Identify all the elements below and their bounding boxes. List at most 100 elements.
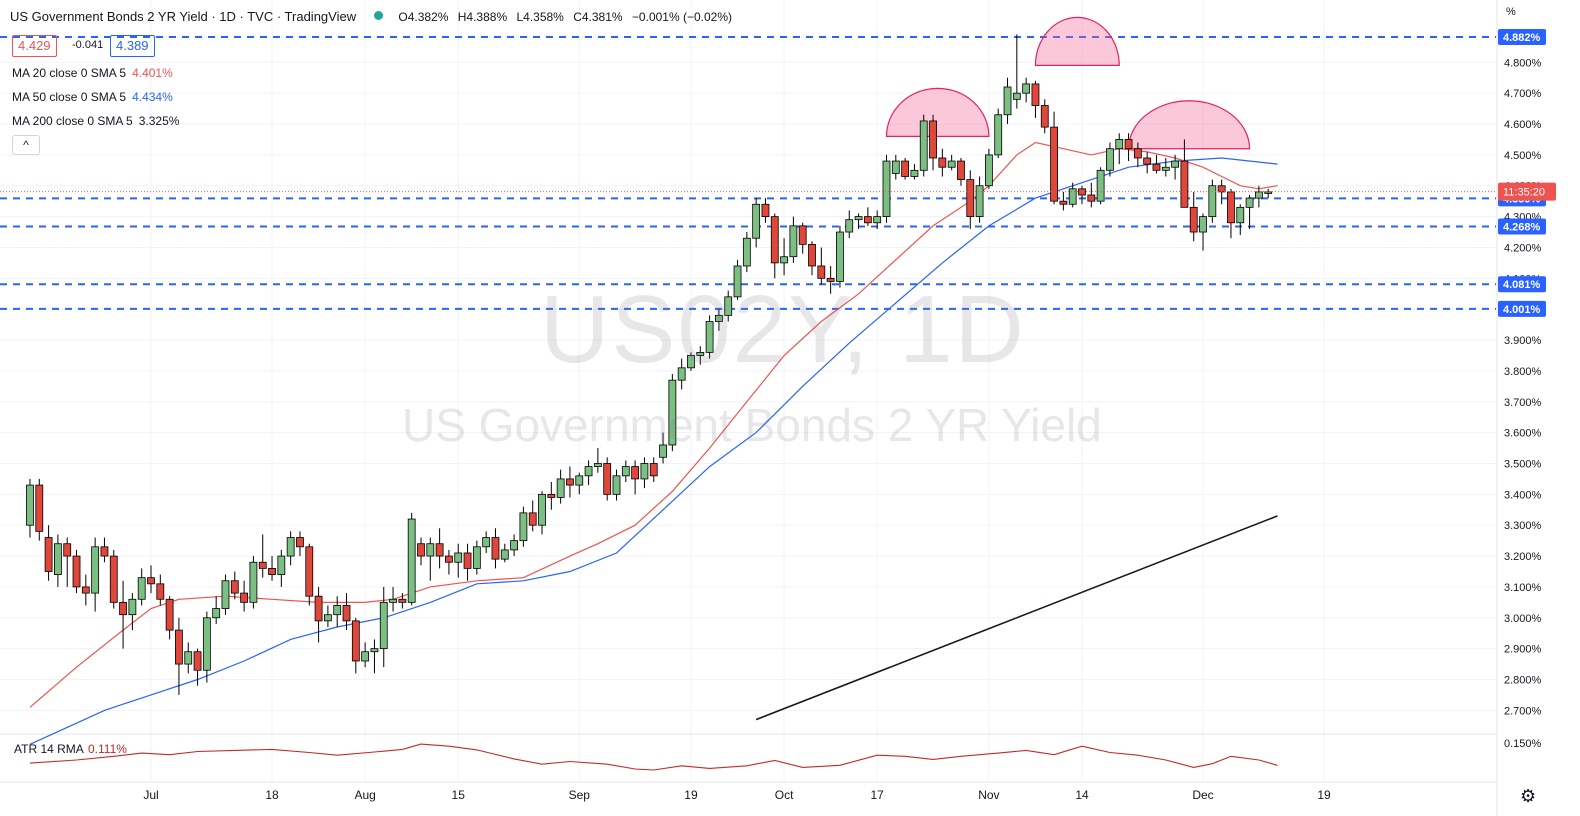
collapse-legend-button[interactable]: ^ — [12, 135, 40, 155]
level-label-box — [1498, 276, 1546, 293]
level-label: 4.882% — [1503, 32, 1541, 44]
candle-body — [1087, 194, 1096, 202]
x-tick-label: Nov — [978, 788, 999, 802]
candle-body — [193, 651, 202, 671]
y-tick-label: 2.900% — [1504, 644, 1542, 656]
sell-price-button[interactable]: 4.429 — [12, 35, 57, 57]
candle-body — [1217, 185, 1226, 193]
study-ma50-value: 4.434% — [132, 90, 173, 104]
level-label: 4.081% — [1503, 279, 1541, 291]
y-tick-label: 4.800% — [1504, 57, 1542, 69]
candle-body — [249, 561, 258, 603]
candle-body — [1133, 148, 1142, 159]
candle-body — [947, 160, 956, 168]
candle-body — [845, 219, 854, 233]
candle-body — [54, 543, 62, 575]
y-tick-label: 3.200% — [1504, 551, 1542, 563]
candle-body — [314, 595, 323, 622]
x-tick-label: Oct — [775, 788, 794, 802]
ma20-line — [29, 141, 1278, 708]
candle-body — [929, 120, 937, 159]
y-tick-label: 3.100% — [1504, 582, 1542, 594]
candle-body — [770, 216, 779, 264]
current-price-label: 11:35:20 — [1503, 187, 1545, 199]
x-tick-label: 14 — [1075, 788, 1089, 802]
candle-body — [836, 231, 844, 282]
candle-body — [184, 651, 193, 665]
candle-body — [584, 466, 593, 477]
price-axis — [1497, 0, 1580, 816]
y-tick-label: 3.400% — [1504, 489, 1542, 501]
candle-body — [985, 154, 993, 187]
candle-body — [305, 546, 314, 597]
candle-body — [556, 478, 565, 498]
candle-body — [891, 160, 900, 174]
gear-icon[interactable]: ⚙ — [1520, 786, 1537, 806]
x-tick-label: Sep — [569, 788, 591, 802]
candle-body — [72, 555, 81, 588]
candle-body — [1106, 148, 1114, 171]
candle-body — [901, 160, 910, 177]
candle-body — [417, 543, 425, 557]
chart-header: US Government Bonds 2 YR Yield · 1D · TV… — [10, 9, 738, 24]
study-ma50-label: MA 50 close 0 SMA 5 — [12, 90, 127, 104]
candle-body — [808, 243, 816, 267]
candle-body — [1171, 160, 1179, 168]
y-tick-label: 2.700% — [1504, 705, 1542, 717]
study-ma20[interactable]: MA 20 close 0 SMA 5 4.401% — [12, 66, 173, 80]
candle-body — [975, 185, 984, 218]
candle-body — [1227, 191, 1235, 224]
ohlc-close-key: C — [573, 10, 582, 24]
x-tick-label: 17 — [871, 788, 885, 802]
candle-body — [528, 512, 537, 526]
ohlc-low: 4.358% — [523, 10, 564, 24]
candle-body — [621, 466, 630, 477]
ohlc-change: −0.001% (−0.02%) — [631, 10, 732, 24]
ma200-line — [755, 515, 1278, 721]
y-tick-label: 4.500% — [1504, 150, 1542, 162]
candle-body — [593, 463, 602, 467]
level-label-box — [1498, 218, 1546, 235]
candle-body — [1012, 92, 1021, 100]
y-tick-label: 3.300% — [1504, 520, 1542, 532]
candle-body — [1245, 197, 1254, 208]
candle-body — [128, 598, 137, 616]
candle-body — [1264, 191, 1273, 194]
candle-body — [258, 561, 267, 569]
ohlc-open: 4.382% — [407, 10, 449, 24]
y-tick-label: 3.600% — [1504, 428, 1542, 440]
candle-body — [882, 160, 891, 218]
candle-body — [435, 543, 444, 557]
candle-body — [752, 203, 761, 239]
study-ma50[interactable]: MA 50 close 0 SMA 5 4.434% — [12, 90, 173, 104]
x-tick-label: 19 — [1317, 788, 1331, 802]
candle-body — [1189, 206, 1198, 233]
axis-unit: % — [1506, 6, 1516, 18]
y-tick-label: 4.200% — [1504, 242, 1542, 254]
candle-body — [100, 546, 109, 557]
arc-pattern — [1034, 16, 1120, 66]
candle-body — [398, 598, 407, 603]
study-ma200[interactable]: MA 200 close 0 SMA 5 3.325% — [12, 114, 179, 128]
candle-body — [1040, 105, 1049, 128]
candle-body — [547, 493, 556, 498]
candle-body — [910, 169, 919, 177]
candle-body — [342, 605, 351, 622]
candle-body — [109, 555, 118, 603]
candle-body — [510, 540, 518, 551]
candle-body — [575, 475, 584, 486]
candle-body — [854, 216, 863, 221]
y-tick-label: 4.700% — [1504, 88, 1542, 100]
candle-body — [1022, 83, 1031, 94]
y-tick-label: 4.600% — [1504, 119, 1542, 131]
buy-price-button[interactable]: 4.389 — [110, 35, 155, 57]
chart-title: US Government Bonds 2 YR Yield · 1D · TV… — [10, 9, 357, 24]
candle-body — [668, 379, 677, 446]
candle-body — [389, 598, 397, 603]
level-label-box — [1498, 300, 1546, 317]
candle-body — [817, 265, 826, 279]
candle-body — [44, 537, 53, 572]
candle-body — [296, 537, 304, 548]
ohlc-open-key: O — [398, 10, 408, 24]
